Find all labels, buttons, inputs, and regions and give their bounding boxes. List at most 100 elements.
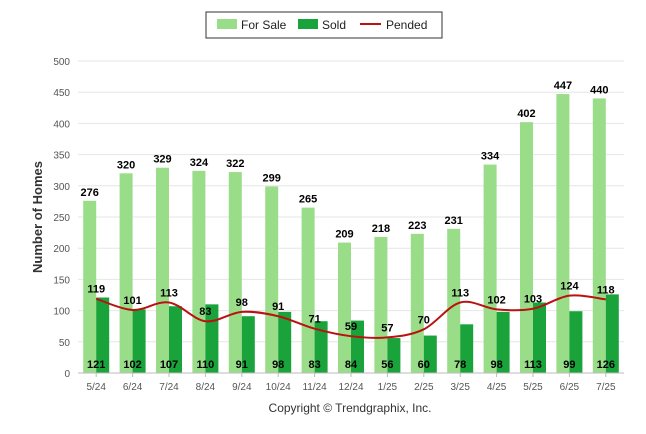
bar-sold bbox=[169, 306, 182, 373]
bar-for-sale bbox=[301, 207, 315, 373]
data-label-sold: 98 bbox=[272, 359, 284, 371]
legend-swatch-sold bbox=[298, 19, 318, 29]
data-label-sold: 56 bbox=[381, 359, 393, 371]
y-tick-label: 350 bbox=[53, 151, 70, 162]
data-label-for-sale: 402 bbox=[517, 108, 535, 120]
data-label-sold: 113 bbox=[524, 359, 542, 371]
data-label-sold: 91 bbox=[236, 359, 248, 371]
y-tick-label: 250 bbox=[53, 213, 70, 224]
data-label-for-sale: 209 bbox=[335, 229, 353, 241]
data-label-sold: 60 bbox=[418, 359, 430, 371]
data-label-pended: 102 bbox=[487, 294, 505, 306]
axes-layer: 0 50 100 150 200 250 300 350 400 450 500 5/24 6/24 7/… bbox=[53, 57, 624, 393]
bar-for-sale bbox=[83, 200, 97, 373]
data-label-pended: 113 bbox=[451, 287, 469, 299]
data-label-pended: 119 bbox=[87, 284, 105, 296]
bar-for-sale bbox=[410, 233, 424, 373]
data-label-for-sale: 440 bbox=[590, 84, 608, 96]
data-label-for-sale: 329 bbox=[153, 154, 171, 166]
copyright-footer: Copyright © Trendgraphix, Inc. bbox=[269, 401, 432, 415]
bar-sold bbox=[533, 302, 546, 373]
legend-frame bbox=[205, 11, 443, 39]
data-label-for-sale: 320 bbox=[117, 159, 135, 171]
bar-sold bbox=[132, 309, 146, 373]
bar-sold bbox=[460, 324, 474, 373]
legend: For Sale Sold Pended bbox=[205, 11, 443, 39]
data-label-pended: 70 bbox=[418, 314, 430, 326]
y-tick-label: 0 bbox=[64, 369, 70, 380]
data-label-sold: 110 bbox=[197, 359, 215, 371]
legend-swatch-for-sale bbox=[217, 19, 237, 29]
data-label-sold: 121 bbox=[87, 359, 105, 371]
bar-sold bbox=[496, 311, 510, 373]
data-label-sold: 107 bbox=[160, 359, 178, 371]
legend-label-pended: Pended bbox=[386, 18, 427, 32]
bar-sold bbox=[241, 316, 255, 373]
bar-for-sale bbox=[447, 228, 461, 373]
pended-line bbox=[95, 294, 606, 339]
bar-for-sale bbox=[592, 98, 606, 373]
x-tick-label: 12/24 bbox=[338, 382, 363, 393]
data-label-pended: 101 bbox=[123, 295, 141, 307]
data-label-sold: 84 bbox=[345, 359, 358, 371]
data-label-pended: 98 bbox=[236, 297, 248, 309]
bar-for-sale bbox=[265, 186, 279, 373]
data-label-sold: 83 bbox=[308, 359, 320, 371]
bar-for-sale bbox=[374, 236, 388, 373]
data-label-sold: 78 bbox=[454, 359, 466, 371]
data-label-for-sale: 265 bbox=[299, 194, 317, 206]
y-tick-label: 200 bbox=[53, 244, 70, 255]
bar-for-sale bbox=[338, 242, 351, 373]
bar-sold bbox=[569, 311, 583, 373]
bar-sold bbox=[387, 338, 401, 373]
x-tick-label: 5/25 bbox=[523, 382, 543, 393]
bars-layer bbox=[83, 94, 619, 374]
y-tick-label: 100 bbox=[53, 307, 70, 318]
x-tick-label: 5/24 bbox=[86, 382, 106, 393]
y-tick-label: 500 bbox=[53, 57, 70, 68]
data-label-sold: 102 bbox=[123, 359, 141, 371]
x-tick-label: 3/25 bbox=[450, 382, 470, 393]
x-tick-label: 10/24 bbox=[266, 382, 291, 393]
x-tick-label: 2/25 bbox=[414, 382, 434, 393]
bar-sold bbox=[423, 335, 437, 373]
bar-for-sale bbox=[228, 172, 242, 373]
data-label-pended: 83 bbox=[199, 306, 211, 318]
data-label-for-sale: 223 bbox=[408, 220, 426, 232]
data-label-pended: 71 bbox=[308, 314, 320, 326]
bar-sold bbox=[605, 294, 619, 373]
data-label-for-sale: 231 bbox=[445, 215, 463, 227]
data-label-pended: 118 bbox=[597, 284, 615, 296]
bar-sold bbox=[314, 321, 328, 373]
data-label-for-sale: 322 bbox=[226, 158, 244, 170]
data-label-pended: 59 bbox=[345, 321, 357, 333]
x-tick-label: 11/24 bbox=[302, 382, 327, 393]
data-label-sold: 126 bbox=[597, 359, 615, 371]
x-tick-label: 6/25 bbox=[560, 382, 580, 393]
data-label-sold: 99 bbox=[563, 359, 575, 371]
x-tick-label: 8/24 bbox=[196, 382, 216, 393]
y-tick-label: 150 bbox=[53, 275, 70, 286]
y-tick-label: 50 bbox=[59, 338, 71, 349]
data-label-for-sale: 276 bbox=[81, 187, 99, 199]
y-tick-label: 400 bbox=[53, 119, 70, 130]
data-label-pended: 113 bbox=[160, 287, 178, 299]
x-tick-label: 7/24 bbox=[159, 382, 179, 393]
x-tick-label: 1/25 bbox=[378, 382, 398, 393]
x-tick-label: 6/24 bbox=[123, 382, 143, 393]
x-tick-label: 7/25 bbox=[596, 382, 616, 393]
data-label-for-sale: 324 bbox=[190, 157, 209, 169]
bar-for-sale bbox=[192, 170, 206, 373]
labels-layer: 276 121 119 320 102 101 329 107 113 324 110 83 322 91… bbox=[81, 80, 615, 371]
bar-for-sale bbox=[520, 122, 533, 373]
bar-for-sale bbox=[119, 173, 133, 373]
y-axis-title: Number of Homes bbox=[30, 161, 45, 273]
bar-sold bbox=[278, 311, 292, 373]
legend-label-sold: Sold bbox=[322, 18, 346, 32]
data-label-sold: 98 bbox=[490, 359, 502, 371]
legend-label-for-sale: For Sale bbox=[241, 18, 287, 32]
data-label-pended: 57 bbox=[381, 322, 393, 334]
line-layer bbox=[95, 294, 606, 339]
data-label-pended: 124 bbox=[560, 281, 579, 293]
